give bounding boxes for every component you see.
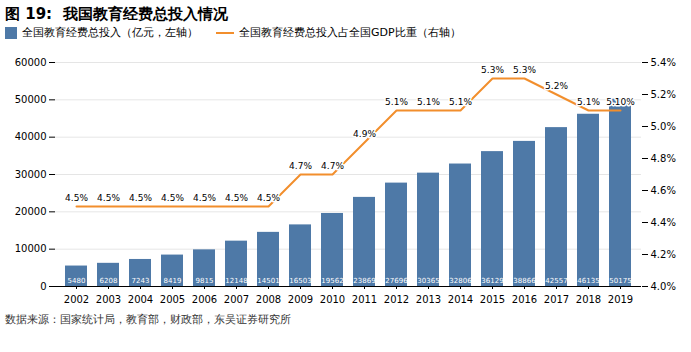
svg-text:8419: 8419 <box>164 277 182 285</box>
svg-text:30000: 30000 <box>15 169 47 180</box>
svg-text:4.5%: 4.5% <box>161 193 184 203</box>
svg-text:5.4%: 5.4% <box>651 57 676 68</box>
html-text:全国教育经费总投入（亿元，左轴）: 全国教育经费总投入（亿元，左轴） <box>22 26 198 39</box>
svg-text:20000: 20000 <box>15 206 47 217</box>
svg-text:5.3%: 5.3% <box>513 65 536 75</box>
svg-text:2017: 2017 <box>544 294 569 305</box>
svg-text:42557: 42557 <box>545 277 567 285</box>
svg-text:23869: 23869 <box>353 277 375 285</box>
svg-text:2012: 2012 <box>384 294 409 305</box>
svg-text:40000: 40000 <box>15 131 47 142</box>
svg-text:4.7%: 4.7% <box>321 161 344 171</box>
svg-text:4.7%: 4.7% <box>289 161 312 171</box>
svg-text:5.1%: 5.1% <box>417 97 440 107</box>
svg-text:2006: 2006 <box>192 294 217 305</box>
html-text:全国教育经费总投入占全国GDP比重（右轴）: 全国教育经费总投入占全国GDP比重（右轴） <box>239 26 461 39</box>
svg-text:4.2%: 4.2% <box>651 249 676 260</box>
svg-text:9815: 9815 <box>196 277 214 285</box>
svg-text:27696: 27696 <box>385 277 408 285</box>
svg-text:12148: 12148 <box>225 277 247 285</box>
svg-text:4.9%: 4.9% <box>353 129 376 139</box>
svg-text:5.1%: 5.1% <box>577 97 600 107</box>
svg-text:2010: 2010 <box>320 294 345 305</box>
svg-text:7243: 7243 <box>132 277 150 285</box>
svg-text:32806: 32806 <box>449 277 472 285</box>
svg-text:38866: 38866 <box>513 277 536 285</box>
svg-text:2009: 2009 <box>288 294 313 305</box>
svg-text:4.8%: 4.8% <box>651 153 676 164</box>
svg-text:2013: 2013 <box>416 294 441 305</box>
svg-text:2016: 2016 <box>512 294 537 305</box>
svg-text:2008: 2008 <box>256 294 281 305</box>
svg-text:5.2%: 5.2% <box>545 81 568 91</box>
svg-text:5.3%: 5.3% <box>481 65 504 75</box>
svg-text:2004: 2004 <box>128 294 153 305</box>
svg-text:4.4%: 4.4% <box>651 217 676 228</box>
svg-text:60000: 60000 <box>15 57 47 68</box>
svg-text:4.5%: 4.5% <box>193 193 216 203</box>
svg-text:4.5%: 4.5% <box>97 193 120 203</box>
svg-text:2005: 2005 <box>160 294 185 305</box>
svg-text:4.0%: 4.0% <box>651 281 676 292</box>
svg-text:36129: 36129 <box>481 277 503 285</box>
svg-text:4.5%: 4.5% <box>129 193 152 203</box>
svg-text:5.10%: 5.10% <box>606 97 635 107</box>
svg-text:2014: 2014 <box>448 294 473 305</box>
svg-text:2018: 2018 <box>576 294 601 305</box>
html-text:图 19: 我国教育经费总投入情况: 图 19: 我国教育经费总投入情况 <box>5 5 228 23</box>
html-text:数据来源：国家统计局，教育部，财政部，东吴证券研究所: 数据来源：国家统计局，教育部，财政部，东吴证券研究所 <box>5 313 291 326</box>
svg-text:50000: 50000 <box>15 94 47 105</box>
svg-text:46135: 46135 <box>577 277 599 285</box>
svg-text:2011: 2011 <box>352 294 377 305</box>
svg-text:6208: 6208 <box>100 277 118 285</box>
svg-text:50175: 50175 <box>609 277 631 285</box>
svg-text:2019: 2019 <box>608 294 633 305</box>
svg-text:2015: 2015 <box>480 294 505 305</box>
svg-text:4.5%: 4.5% <box>65 193 88 203</box>
svg-text:5480: 5480 <box>68 277 86 285</box>
svg-text:5.1%: 5.1% <box>449 97 472 107</box>
svg-text:14501: 14501 <box>257 277 279 285</box>
svg-text:2003: 2003 <box>96 294 121 305</box>
svg-text:4.5%: 4.5% <box>225 193 248 203</box>
svg-text:2002: 2002 <box>64 294 89 305</box>
svg-text:10000: 10000 <box>15 243 47 254</box>
svg-text:19562: 19562 <box>321 277 343 285</box>
svg-text:4.5%: 4.5% <box>257 193 280 203</box>
svg-text:5.0%: 5.0% <box>651 121 676 132</box>
svg-text:4.6%: 4.6% <box>651 185 676 196</box>
svg-text:5.1%: 5.1% <box>385 97 408 107</box>
svg-text:16503: 16503 <box>289 277 311 285</box>
svg-text:5.2%: 5.2% <box>651 89 676 100</box>
svg-text:0: 0 <box>40 281 46 292</box>
svg-text:2007: 2007 <box>224 294 249 305</box>
svg-text:30365: 30365 <box>417 277 439 285</box>
